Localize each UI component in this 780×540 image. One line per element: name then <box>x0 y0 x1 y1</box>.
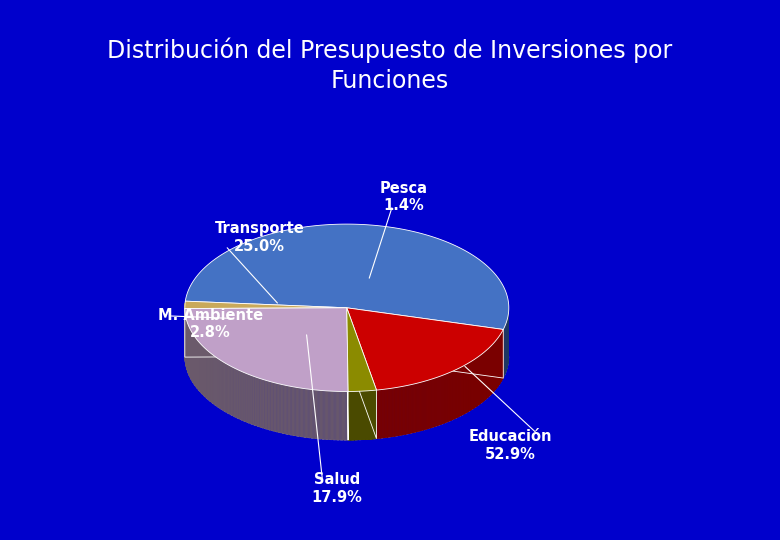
Polygon shape <box>285 386 287 434</box>
Polygon shape <box>329 391 330 440</box>
Polygon shape <box>334 391 335 440</box>
Polygon shape <box>328 391 329 440</box>
Polygon shape <box>306 389 307 437</box>
Polygon shape <box>282 384 283 434</box>
Polygon shape <box>284 385 285 434</box>
Polygon shape <box>315 390 316 438</box>
Polygon shape <box>303 388 304 437</box>
Polygon shape <box>319 390 321 439</box>
Polygon shape <box>333 391 334 440</box>
Polygon shape <box>300 388 301 437</box>
Polygon shape <box>347 392 348 440</box>
Polygon shape <box>298 388 299 436</box>
Polygon shape <box>341 392 342 440</box>
Polygon shape <box>335 392 336 440</box>
Polygon shape <box>347 308 503 378</box>
Polygon shape <box>344 392 345 440</box>
Polygon shape <box>314 390 315 438</box>
Polygon shape <box>347 308 503 390</box>
Polygon shape <box>323 390 324 439</box>
Polygon shape <box>318 390 319 439</box>
Polygon shape <box>291 386 292 435</box>
Polygon shape <box>312 389 313 438</box>
Polygon shape <box>346 392 347 440</box>
Polygon shape <box>342 392 343 440</box>
Polygon shape <box>313 390 314 438</box>
Polygon shape <box>326 391 327 440</box>
Polygon shape <box>185 308 347 357</box>
Text: Salud
17.9%: Salud 17.9% <box>312 472 363 505</box>
Polygon shape <box>332 391 333 440</box>
Polygon shape <box>292 387 293 435</box>
Polygon shape <box>309 389 310 438</box>
Polygon shape <box>290 386 291 435</box>
Polygon shape <box>343 392 344 440</box>
Polygon shape <box>294 387 295 436</box>
Polygon shape <box>185 308 348 392</box>
Polygon shape <box>289 386 290 435</box>
Polygon shape <box>302 388 303 437</box>
Polygon shape <box>299 388 300 436</box>
Polygon shape <box>339 392 341 440</box>
Polygon shape <box>322 390 323 439</box>
Polygon shape <box>327 391 328 440</box>
Polygon shape <box>347 308 348 440</box>
Polygon shape <box>347 308 377 392</box>
Polygon shape <box>321 390 322 439</box>
Polygon shape <box>347 308 348 440</box>
Polygon shape <box>311 389 312 438</box>
Polygon shape <box>186 224 509 329</box>
Polygon shape <box>338 392 339 440</box>
Polygon shape <box>185 308 347 357</box>
Polygon shape <box>287 386 288 434</box>
Polygon shape <box>301 388 302 437</box>
Polygon shape <box>288 386 289 435</box>
Polygon shape <box>297 388 298 436</box>
Polygon shape <box>305 389 306 437</box>
Polygon shape <box>307 389 309 438</box>
Polygon shape <box>330 391 332 440</box>
Polygon shape <box>283 385 284 434</box>
Polygon shape <box>336 392 337 440</box>
Polygon shape <box>347 308 377 438</box>
Text: Educación
52.9%: Educación 52.9% <box>469 429 552 462</box>
Polygon shape <box>304 389 305 437</box>
Polygon shape <box>337 392 338 440</box>
Polygon shape <box>345 392 346 440</box>
Text: M. Ambiente
2.8%: M. Ambiente 2.8% <box>158 308 263 340</box>
Polygon shape <box>324 391 325 440</box>
Polygon shape <box>347 308 377 438</box>
Polygon shape <box>185 301 347 308</box>
Text: Pesca
1.4%: Pesca 1.4% <box>380 181 427 213</box>
Polygon shape <box>347 308 503 378</box>
Polygon shape <box>295 387 296 436</box>
Text: Distribución del Presupuesto de Inversiones por
Funciones: Distribución del Presupuesto de Inversio… <box>108 38 672 93</box>
Polygon shape <box>325 391 326 440</box>
Text: Transporte
25.0%: Transporte 25.0% <box>215 221 304 254</box>
Polygon shape <box>293 387 294 435</box>
Polygon shape <box>310 389 311 438</box>
Polygon shape <box>316 390 317 438</box>
Polygon shape <box>296 387 297 436</box>
Polygon shape <box>317 390 318 439</box>
